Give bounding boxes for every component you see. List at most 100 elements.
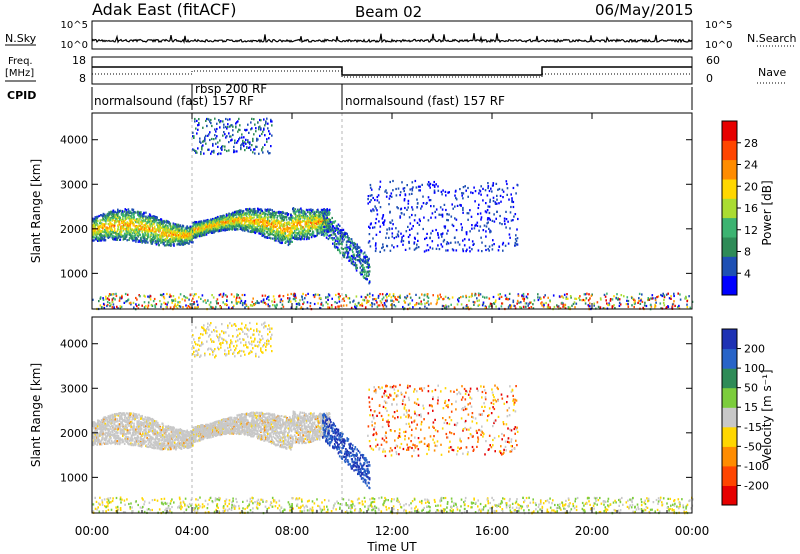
echo-cell [362, 258, 365, 261]
echo-cell [295, 210, 297, 214]
echo-cell [118, 299, 121, 302]
echo-cell [149, 214, 152, 217]
echo-cell [493, 302, 496, 305]
echo-cell [108, 211, 110, 214]
echo-cell [162, 293, 165, 296]
echo-cell [214, 134, 216, 137]
echo-cell [427, 181, 430, 184]
echo-cell [487, 185, 490, 188]
echo-cell [289, 226, 292, 229]
echo-cell [515, 234, 517, 237]
echo-cell [111, 236, 113, 239]
echo-cell [455, 218, 458, 221]
echo-cell [130, 234, 132, 237]
echo-cell [112, 231, 114, 234]
echo-cell [260, 210, 262, 213]
echo-cell [228, 226, 231, 229]
echo-cell [346, 246, 348, 249]
echo-cell [280, 221, 282, 224]
echo-cell [161, 294, 163, 297]
echo-cell [257, 220, 259, 223]
echo-cell [280, 237, 282, 240]
echo-cell [331, 297, 333, 300]
echo-cell [411, 189, 414, 192]
echo-cell [195, 150, 197, 153]
echo-cell [148, 221, 150, 224]
echo-cell [481, 304, 484, 307]
echo-cell [372, 298, 374, 301]
echo-cell [435, 208, 438, 211]
echo-cell [218, 119, 220, 122]
echo-cell [275, 229, 278, 232]
echo-cell [620, 294, 623, 297]
echo-cell [124, 208, 127, 211]
echo-cell [494, 202, 497, 205]
echo-cell [116, 238, 118, 241]
echo-cell [547, 303, 550, 306]
echo-cell [196, 225, 198, 228]
echo-cell [452, 224, 455, 228]
echo-cell [156, 229, 158, 232]
echo-cell [105, 218, 108, 221]
echo-cell [569, 306, 571, 309]
echo-cell [315, 226, 318, 229]
echo-cell [225, 117, 227, 121]
echo-cell [125, 228, 127, 231]
echo-cell [327, 237, 330, 241]
echo-cell [427, 196, 430, 199]
echo-cell [157, 219, 160, 222]
echo-cell [426, 301, 428, 304]
echo-cell [175, 228, 177, 231]
echo-cell [281, 241, 283, 244]
echo-cell [237, 120, 239, 123]
echo-cell [120, 229, 122, 232]
echo-cell [515, 240, 518, 243]
echo-cell [210, 221, 213, 224]
echo-cell [660, 293, 662, 297]
echo-cell [103, 239, 105, 242]
echo-cell [469, 230, 471, 233]
echo-cell [358, 255, 361, 258]
echo-cell [423, 298, 425, 301]
echo-cell [174, 223, 177, 226]
echo-cell [167, 239, 170, 242]
echo-cell [447, 191, 449, 194]
echo-cell [254, 231, 257, 235]
echo-cell [275, 213, 277, 216]
echo-cell [163, 221, 165, 225]
echo-cell [200, 231, 202, 234]
echo-cell [372, 196, 374, 200]
echo-cell [448, 191, 450, 194]
echo-cell [221, 148, 223, 151]
echo-cell [228, 222, 231, 225]
echo-cell [506, 182, 508, 186]
echo-cell [500, 305, 503, 308]
echo-cell [238, 223, 240, 226]
echo-cell [318, 218, 321, 221]
echo-cell [532, 307, 535, 310]
echo-cell [261, 148, 263, 151]
echo-cell [107, 236, 110, 239]
echo-cell [342, 254, 344, 257]
echo-cell [112, 212, 114, 215]
echo-cell [327, 213, 330, 216]
echo-cell [488, 217, 491, 220]
echo-cell [288, 233, 290, 236]
echo-cell [315, 214, 318, 217]
echo-cell [240, 222, 243, 225]
echo-cell [392, 293, 395, 296]
echo-cell [105, 232, 108, 235]
echo-cell [354, 257, 357, 260]
echo-cell [110, 217, 112, 220]
echo-cell [200, 223, 202, 226]
echo-cell [417, 246, 420, 249]
power-cells [92, 113, 694, 311]
echo-cell [463, 244, 466, 247]
echo-cell [512, 299, 515, 302]
echo-cell [178, 296, 180, 299]
echo-cell [125, 214, 127, 217]
echo-cell [325, 217, 327, 220]
echo-cell [300, 233, 302, 236]
echo-cell [327, 218, 330, 221]
echo-cell [336, 227, 338, 230]
